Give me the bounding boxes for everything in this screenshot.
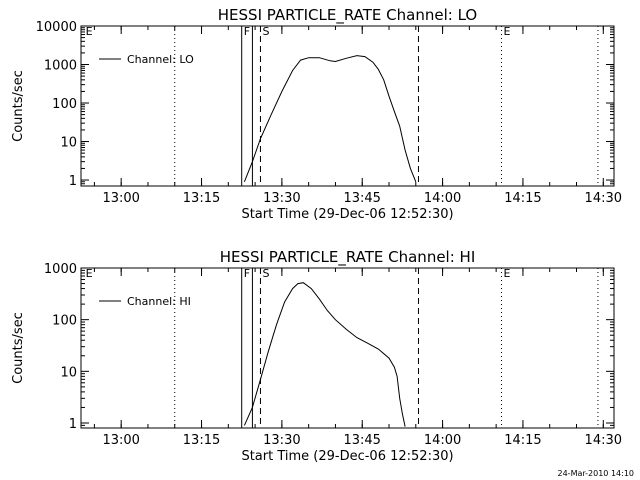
x-tick-label: 13:45 [343,433,380,448]
panel-lo: HESSI PARTICLE_RATE Channel: LO 13:00 13:1… [11,6,622,222]
x-axis-label: Start Time (29-Dec-06 12:52:30) [241,207,453,222]
y-tick-label: 100 [52,97,77,112]
x-tick-label: 13:15 [183,191,220,206]
y-tick-label: 100 [52,314,77,329]
plot-frame [80,25,615,187]
x-tick-label: 13:30 [263,433,300,448]
marker-label: F [244,267,250,280]
x-tick-label: 14:15 [504,433,541,448]
marker-label: E [504,267,511,280]
x-tick-label: 14:00 [424,433,461,448]
x-tick-label: 13:00 [102,191,139,206]
legend-label: Channel: LO [127,53,194,66]
plot-frame [80,267,615,429]
marker-label: F [244,25,250,38]
x-tick-label: 13:00 [102,433,139,448]
x-tick-label: 13:45 [343,191,380,206]
y-tick-label: 1000 [44,59,77,74]
y-axis-label: Counts/sec [11,312,26,384]
series-line [243,282,406,427]
panel-hi: HESSI PARTICLE_RATE Channel: HI 13:00 13:1… [11,248,622,464]
marker-label: E [86,267,93,280]
marker-label: E [504,25,511,38]
marker-label: S [262,267,269,280]
legend-label: Channel: HI [127,295,191,308]
x-tick-label: 14:30 [585,191,622,206]
x-axis-label: Start Time (29-Dec-06 12:52:30) [241,449,453,464]
timestamp: 24-Mar-2010 14:10 [558,469,635,478]
y-tick-label: 10 [60,365,77,380]
y-axis-label: Counts/sec [11,70,26,142]
series-line [243,55,417,182]
y-tick-label: 1 [69,417,77,432]
chart-title: HESSI PARTICLE_RATE Channel: HI [220,248,476,267]
y-tick-label: 1 [69,174,77,189]
x-tick-label: 13:15 [183,433,220,448]
y-tick-label: 10 [60,136,77,151]
y-tick-label: 1000 [44,262,77,277]
marker-label: E [86,25,93,38]
marker-label: S [262,25,269,38]
x-tick-label: 13:30 [263,191,300,206]
x-tick-label: 14:30 [585,433,622,448]
y-tick-label: 10000 [36,20,77,35]
chart-title: HESSI PARTICLE_RATE Channel: LO [218,6,477,25]
x-tick-label: 14:00 [424,191,461,206]
x-tick-label: 14:15 [504,191,541,206]
